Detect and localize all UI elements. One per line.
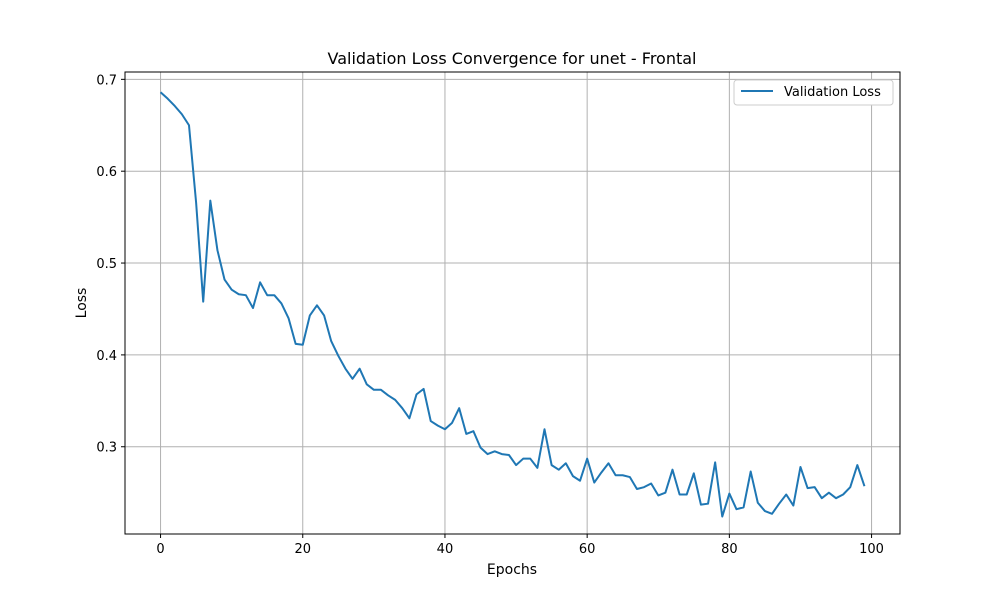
- y-axis-ticks: 0.3 0.4 0.5 0.6 0.7: [96, 73, 125, 456]
- x-axis-label: Epochs: [487, 562, 537, 578]
- legend: Validation Loss: [733, 79, 894, 106]
- plot-series: [159, 91, 866, 518]
- x-tick-label: 0: [156, 542, 164, 557]
- y-tick-label: 0.5: [96, 257, 117, 272]
- y-axis-label: Loss: [74, 288, 90, 319]
- y-tick-label: 0.6: [96, 165, 117, 180]
- x-tick-label: 100: [859, 542, 884, 557]
- legend-label-validation-loss: Validation Loss: [784, 85, 881, 100]
- x-tick-label: 40: [437, 542, 454, 557]
- y-tick-label: 0.3: [96, 441, 117, 456]
- chart-title: Validation Loss Convergence for unet - F…: [328, 49, 697, 68]
- y-tick-label: 0.4: [96, 349, 117, 364]
- x-tick-label: 20: [294, 542, 311, 557]
- grid-lines: [125, 72, 900, 534]
- series-line-validation-loss: [159, 91, 866, 518]
- x-tick-label: 80: [721, 542, 738, 557]
- y-tick-label: 0.7: [96, 73, 117, 88]
- x-axis-ticks: 0 20 40 60 80 100: [156, 534, 884, 557]
- x-tick-label: 60: [579, 542, 596, 557]
- plot-frame: [124, 71, 901, 535]
- legend-box: [733, 79, 894, 106]
